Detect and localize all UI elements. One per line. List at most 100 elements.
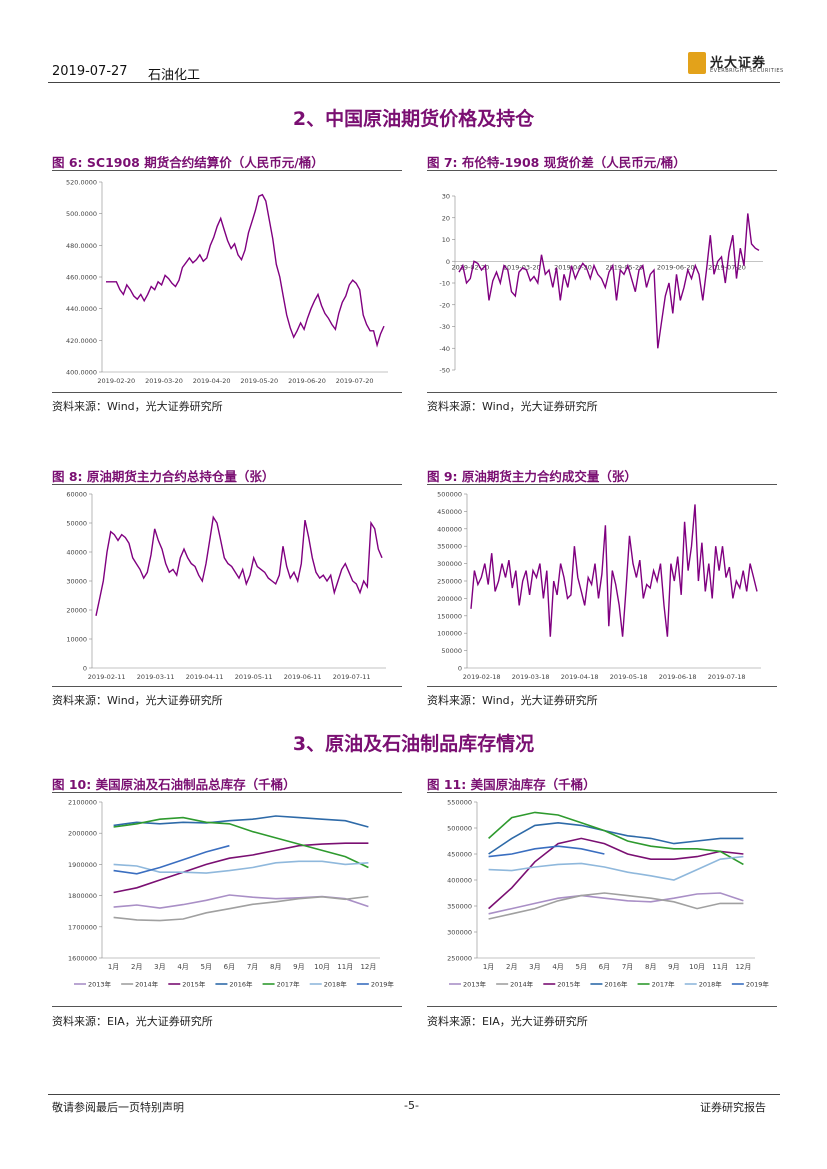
figure-source: 资料来源：Wind，光大证券研究所 — [52, 694, 223, 707]
page-number: -5- — [404, 1099, 419, 1112]
y-tick-label: 460.0000 — [66, 274, 97, 282]
x-tick-label: 2019-03-20 — [503, 263, 541, 271]
y-tick-label: 1900000 — [68, 861, 97, 869]
y-tick-label: 2000000 — [68, 830, 97, 838]
y-tick-label: 500000 — [447, 825, 472, 833]
y-tick-label: 2100000 — [68, 799, 97, 807]
figure-title: 图 7: 布伦特-1908 现货价差（人民币元/桶） — [427, 155, 686, 170]
y-tick-label: 480.0000 — [66, 242, 97, 250]
series-line — [113, 860, 369, 874]
x-tick-label: 2月 — [506, 963, 517, 971]
x-tick-label: 2019-04-20 — [193, 377, 231, 385]
x-tick-label: 2019-04-20 — [554, 263, 592, 271]
x-tick-label: 9月 — [668, 963, 679, 971]
y-tick-label: 0 — [446, 258, 450, 266]
figure-rule — [52, 170, 402, 171]
y-tick-label: 250000 — [437, 578, 462, 586]
x-tick-label: 2019-05-11 — [235, 673, 273, 681]
x-tick-label: 2019-04-11 — [186, 673, 224, 681]
x-tick-label: 2019-06-20 — [288, 377, 326, 385]
figure-rule — [427, 792, 777, 793]
x-tick-label: 2019-07-18 — [708, 673, 746, 681]
chart-fig9: 0 50000 100000 150000 200000 250000 300000 3500… — [437, 491, 761, 681]
figure-rule — [52, 792, 402, 793]
figure-rule — [427, 1006, 777, 1007]
y-tick-label: 500.0000 — [66, 210, 97, 218]
y-tick-label: -30 — [439, 323, 450, 331]
y-tick-label: 0 — [83, 665, 87, 673]
x-tick-label: 2019-02-20 — [97, 377, 135, 385]
x-tick-label: 5月 — [576, 963, 587, 971]
figure-rule — [427, 686, 777, 687]
figure-source: 资料来源：Wind，光大证券研究所 — [52, 400, 223, 413]
report-date: 2019-07-27 — [52, 64, 128, 79]
y-tick-label: 30000 — [66, 578, 87, 586]
x-tick-label: 5月 — [201, 963, 212, 971]
series-line — [488, 892, 744, 920]
y-tick-label: 400000 — [447, 877, 472, 885]
series-line — [113, 842, 369, 894]
x-tick-label: 2019-02-20 — [452, 263, 490, 271]
legend-label: 2018年 — [324, 980, 348, 989]
y-tick-label: 450000 — [437, 508, 462, 516]
series-line — [113, 844, 230, 875]
series-line — [113, 816, 369, 869]
section-title-inventory: 3、原油及石油制品库存情况 — [292, 733, 535, 755]
figure-rule — [427, 392, 777, 393]
figure-title: 图 10: 美国原油及石油制品总库存（千桶） — [52, 777, 296, 792]
y-tick-label: 300000 — [437, 560, 462, 568]
x-tick-label: 7月 — [622, 963, 633, 971]
y-tick-label: 500000 — [437, 491, 462, 499]
x-tick-label: 2019-05-20 — [240, 377, 278, 385]
y-tick-label: 400.0000 — [66, 369, 97, 377]
y-tick-label: 50000 — [66, 520, 87, 528]
x-tick-label: 2月 — [131, 963, 142, 971]
section-title-futures: 2、中国原油期货价格及持仓 — [292, 108, 535, 130]
y-tick-label: 30 — [442, 193, 450, 201]
chart-fig10: 1600000 1700000 1800000 1900000 2000000 21000… — [68, 799, 394, 989]
figure-source: 资料来源：EIA，光大证券研究所 — [427, 1015, 588, 1028]
figure-rule — [52, 484, 402, 485]
x-tick-label: 2019-03-18 — [512, 673, 550, 681]
x-tick-label: 1月 — [108, 963, 119, 971]
x-tick-label: 2019-07-20 — [336, 377, 374, 385]
legend-label: 2019年 — [746, 980, 770, 989]
x-tick-label: 12月 — [360, 963, 376, 971]
x-tick-label: 2019-03-11 — [137, 673, 175, 681]
x-tick-label: 8月 — [270, 963, 281, 971]
x-tick-label: 10月 — [689, 963, 705, 971]
y-tick-label: -20 — [439, 301, 450, 309]
series-line — [488, 855, 744, 881]
x-tick-label: 2019-05-20 — [606, 263, 644, 271]
x-tick-label: 7月 — [247, 963, 258, 971]
legend-label: 2013年 — [463, 980, 487, 989]
legend-label: 2018年 — [699, 980, 723, 989]
chart-fig8: 0 10000 20000 30000 40000 50000 60000 2019-02-1… — [66, 491, 386, 681]
y-tick-label: 550000 — [447, 799, 472, 807]
x-tick-label: 2019-02-11 — [88, 673, 126, 681]
figure-title: 图 8: 原油期货主力合约总持仓量（张） — [52, 469, 275, 484]
legend-label: 2017年 — [277, 980, 301, 989]
x-tick-label: 2019-02-18 — [463, 673, 501, 681]
series-line — [488, 892, 744, 915]
x-tick-label: 2019-06-18 — [659, 673, 697, 681]
y-tick-label: 300000 — [447, 929, 472, 937]
y-tick-label: 100000 — [437, 630, 462, 638]
x-tick-label: 4月 — [552, 963, 563, 971]
x-tick-label: 2019-06-11 — [284, 673, 322, 681]
y-tick-label: 200000 — [437, 595, 462, 603]
x-tick-label: 11月 — [712, 963, 728, 971]
series-line — [458, 213, 760, 349]
y-tick-label: 400000 — [437, 525, 462, 533]
brand-name-en: EVERBRIGHT SECURITIES — [710, 68, 784, 74]
y-tick-label: 20 — [442, 214, 450, 222]
legend-label: 2015年 — [557, 980, 581, 989]
x-tick-label: 6月 — [224, 963, 235, 971]
y-tick-label: 10 — [442, 236, 450, 244]
chart-fig11: 250000 300000 350000 400000 450000 500000 5500… — [447, 799, 770, 989]
y-tick-label: 150000 — [437, 612, 462, 620]
series-line — [470, 504, 758, 637]
series-line — [488, 811, 744, 866]
y-tick-label: -50 — [439, 367, 450, 375]
y-tick-label: 40000 — [66, 549, 87, 557]
